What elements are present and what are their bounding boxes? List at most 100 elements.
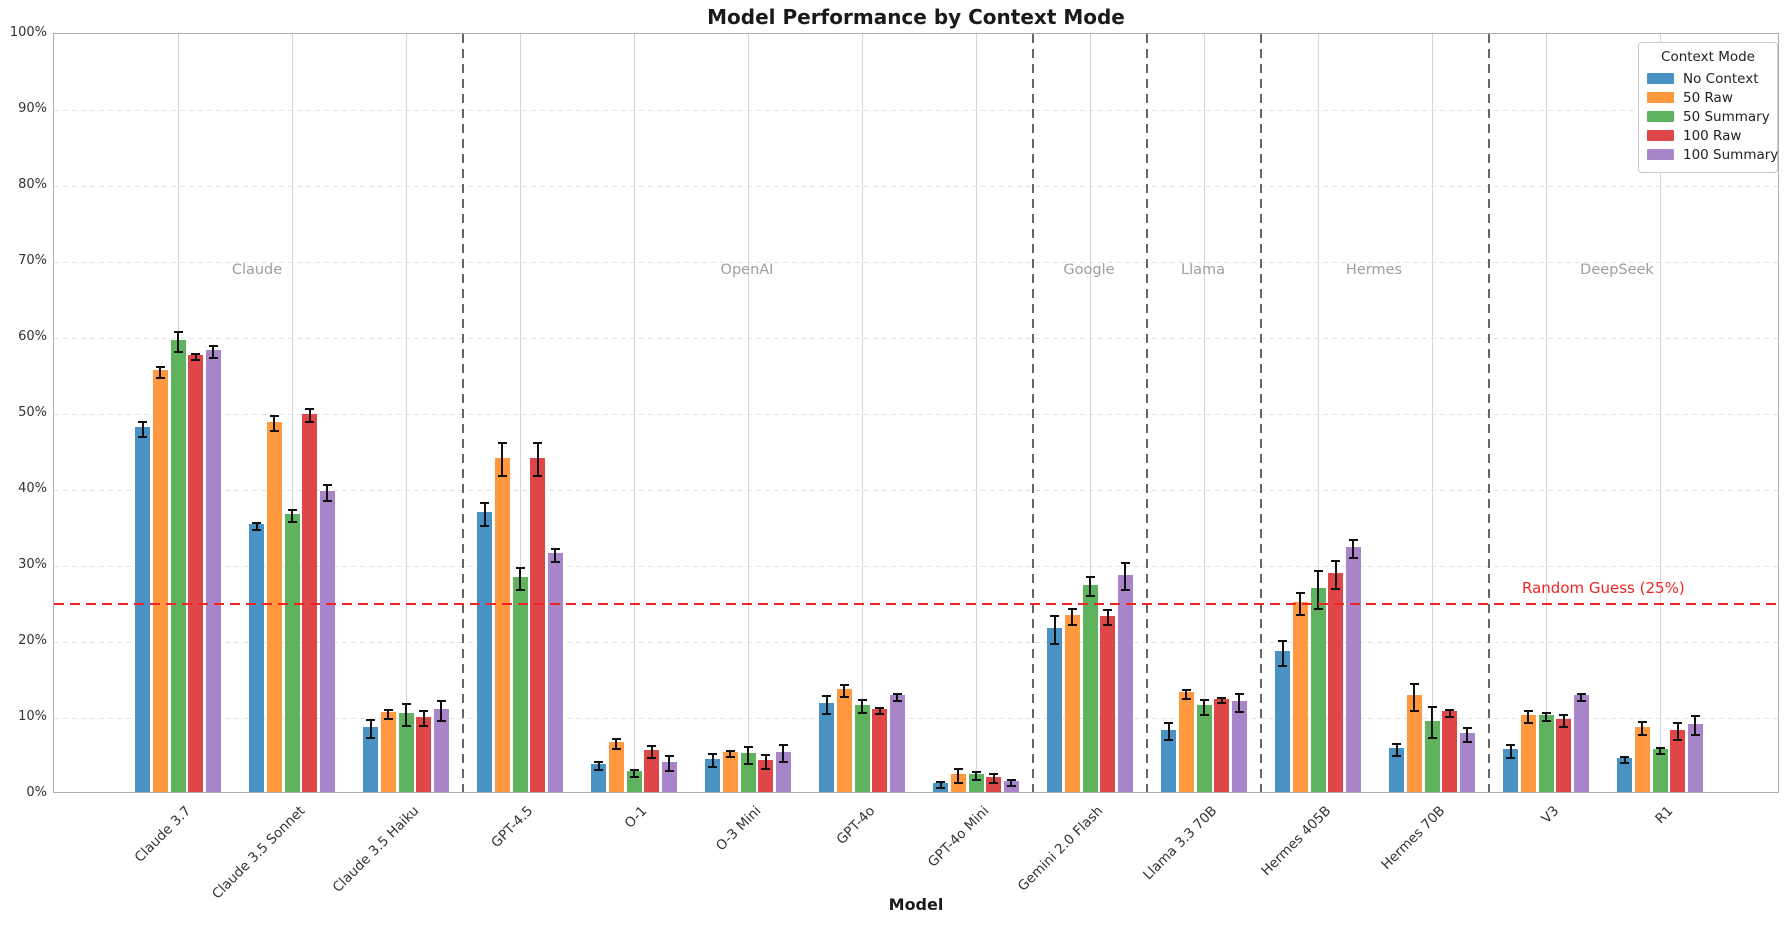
error-bar-cap-top <box>989 773 999 776</box>
y-tick-label: 10% <box>18 709 47 724</box>
legend-swatch <box>1647 130 1674 141</box>
error-bar-cap-top <box>269 415 279 418</box>
grid-line-horizontal <box>54 717 1778 719</box>
section-label: DeepSeek <box>1580 262 1654 278</box>
error-bar <box>159 366 162 378</box>
grid-line-vertical <box>1318 34 1319 792</box>
bar <box>1275 651 1291 792</box>
separator-line <box>462 34 464 792</box>
error-bar-cap-bottom <box>252 529 262 532</box>
error-bar <box>1448 709 1451 718</box>
grid-line-vertical <box>406 34 407 792</box>
error-bar-cap-top <box>366 718 376 721</box>
error-bar-cap-top <box>708 752 718 755</box>
error-bar-cap-bottom <box>629 775 639 778</box>
error-bar-cap-bottom <box>708 766 718 769</box>
bar <box>266 421 282 792</box>
error-bar <box>1676 723 1679 741</box>
error-bar-cap-bottom <box>419 725 429 728</box>
error-bar-cap-bottom <box>971 778 981 781</box>
error-bar-cap-bottom <box>611 748 621 751</box>
error-bar <box>957 768 960 783</box>
error-bar <box>782 745 785 763</box>
error-bar <box>1317 571 1319 610</box>
error-bar <box>729 750 732 757</box>
bar <box>1231 700 1247 792</box>
error-bar-cap-bottom <box>761 767 771 770</box>
error-bar-cap-top <box>1392 742 1402 745</box>
error-bar-cap-top <box>305 407 315 410</box>
error-bar <box>650 746 653 759</box>
error-bar-cap-top <box>1673 722 1683 725</box>
error-bar <box>992 774 995 784</box>
error-bar-cap-bottom <box>1409 710 1419 713</box>
error-bar-cap-top <box>1576 693 1586 696</box>
error-bar <box>519 567 521 591</box>
error-bar-cap-top <box>725 749 735 752</box>
error-bar-cap-bottom <box>550 561 560 564</box>
error-bar-cap-bottom <box>892 699 902 702</box>
error-bar <box>597 762 600 770</box>
legend-items: No Context 50 Raw 50 Summary 100 Raw 100 Sum… <box>1647 69 1778 164</box>
error-bar <box>554 548 557 563</box>
error-bar-cap-top <box>1655 746 1665 749</box>
bar <box>1573 695 1589 792</box>
bar <box>1310 588 1326 792</box>
error-bar-cap-top <box>155 365 165 368</box>
error-bar-cap-bottom <box>1673 739 1683 742</box>
grid-line-vertical <box>1432 34 1433 792</box>
bar <box>1670 729 1686 792</box>
bar <box>205 349 221 792</box>
bar <box>512 576 528 792</box>
grid-line-vertical <box>292 34 293 792</box>
error-bar-cap-bottom <box>953 781 963 784</box>
error-bar <box>1545 713 1547 722</box>
error-bar <box>1466 727 1469 742</box>
error-bar <box>1106 610 1109 626</box>
bar <box>889 695 905 792</box>
error-bar-cap-top <box>1313 570 1323 573</box>
error-bar-cap-top <box>1199 698 1209 701</box>
error-bar-cap-bottom <box>480 524 490 527</box>
separator-line <box>1146 34 1148 792</box>
error-bar-cap-bottom <box>1427 736 1437 739</box>
bar <box>249 524 265 792</box>
error-bar-cap-bottom <box>322 499 332 502</box>
error-bar-cap-bottom <box>1392 755 1402 757</box>
grid-line-vertical <box>1546 34 1547 792</box>
legend-item: 50 Raw <box>1647 88 1769 107</box>
error-bar <box>633 770 635 777</box>
reference-line-label: Random Guess (25%) <box>1522 579 1685 597</box>
legend-swatch <box>1647 149 1674 160</box>
error-bar-cap-bottom <box>1445 716 1455 719</box>
bar <box>1617 757 1633 792</box>
error-bar-cap-bottom <box>497 475 507 478</box>
bar <box>1459 732 1475 792</box>
grid-line-vertical <box>1090 34 1091 792</box>
separator-line <box>1488 34 1490 792</box>
y-tick-label: 30% <box>18 557 47 572</box>
error-bar-cap-top <box>1067 608 1077 611</box>
error-bar-cap-bottom <box>191 359 201 362</box>
error-bar-cap-bottom <box>725 755 735 758</box>
error-bar-cap-bottom <box>1559 726 1569 729</box>
error-bar <box>896 694 899 701</box>
bar <box>1328 573 1344 792</box>
grid-line-horizontal <box>54 413 1778 415</box>
error-bar-cap-top <box>1234 692 1244 695</box>
legend-swatch <box>1647 73 1674 84</box>
error-bar-cap-bottom <box>1103 624 1113 627</box>
error-bar <box>668 756 671 772</box>
error-bar-cap-top <box>1295 592 1305 595</box>
bar <box>1520 715 1536 792</box>
error-bar-cap-bottom <box>269 430 279 433</box>
bar <box>1538 715 1554 792</box>
error-bar <box>861 699 863 714</box>
error-bar <box>1659 747 1661 754</box>
bar <box>1117 574 1133 792</box>
error-bar-cap-top <box>1181 688 1191 691</box>
error-bar-cap-bottom <box>1637 734 1647 737</box>
bar <box>1047 627 1063 792</box>
bar <box>1178 692 1194 792</box>
